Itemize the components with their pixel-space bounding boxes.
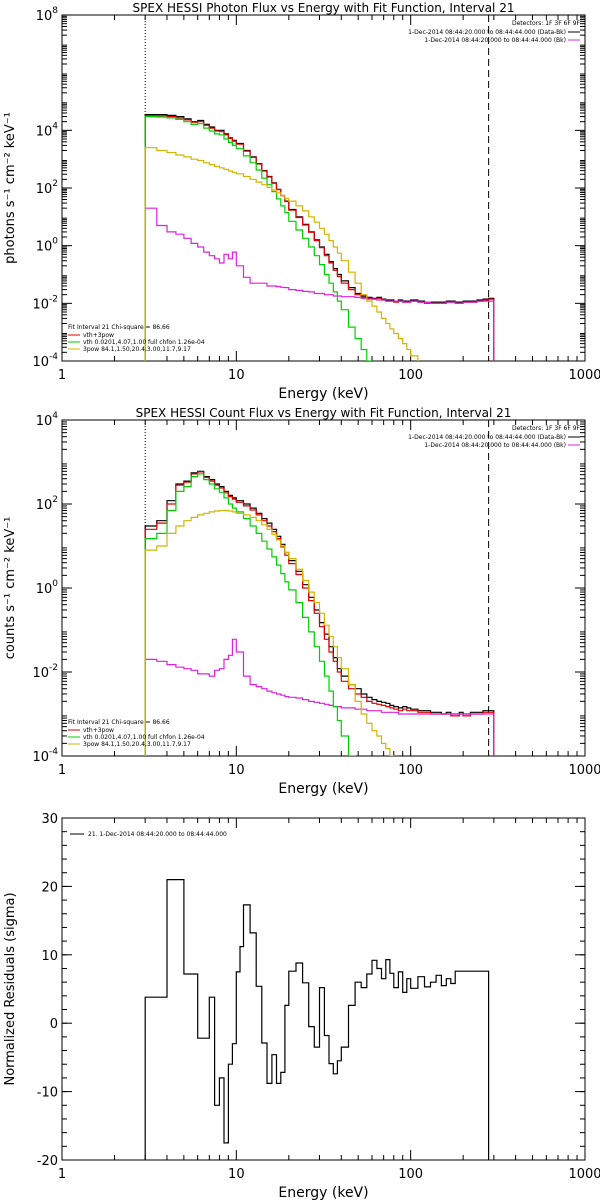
x-tick-label: 1000 [568, 1167, 600, 1182]
series-total [144, 115, 495, 361]
legend-header: Fit Interval 21 Chi-square = 86.66 [68, 324, 170, 331]
series-powerlaw [144, 509, 408, 756]
y-tick-label: 0 [50, 1017, 58, 1032]
legend-entry-label: 21. 1-Dec-2014 08:44:20.000 to 08:44:44.… [88, 831, 227, 838]
legend-bottom: Fit Interval 21 Chi-square = 86.66vth+3p… [68, 719, 205, 748]
chart-title: SPEX HESSI Photon Flux vs Energy with Fi… [133, 1, 515, 15]
y-tick-label: 104 [36, 121, 59, 139]
chart-1: SPEX HESSI Photon Flux vs Energy with Fi… [3, 1, 600, 402]
y-tick-label: 102 [36, 179, 58, 197]
legend-entry-label: vth+3pow [83, 727, 114, 734]
legend-entry-label: 3pow 84.1,1.50,20.4,3.00,11.7,9.17 [83, 741, 191, 748]
y-axis-label: photons s⁻¹ cm⁻² keV⁻¹ [3, 112, 18, 264]
legend-bottom: Fit Interval 21 Chi-square = 86.66vth+3p… [68, 324, 205, 353]
x-tick-label: 10 [228, 763, 245, 778]
y-tick-label: 100 [36, 579, 59, 597]
series-data [144, 114, 495, 361]
legend-entry-label: 3pow 84.1,1.50,20.4,3.00,11.7,9.17 [83, 346, 191, 353]
legend-entry-label: 1-Dec-2014 08:44:20.000 to 08:44:44.000 … [408, 434, 566, 441]
legend-entry-label: 1-Dec-2014 08:44:20.000 to 08:44:44.000 … [424, 442, 566, 449]
x-tick-label: 1 [58, 763, 66, 778]
legend-header: Detectors: 1F 3F 6F 9F [512, 20, 581, 27]
plot-frame [61, 419, 586, 757]
x-tick-label: 10 [228, 368, 245, 383]
legend-entry-label: vth 0.0201,4.07,1.00 full chfon 1.26e-04 [83, 339, 205, 346]
x-tick-label: 1 [58, 368, 66, 383]
series-total [144, 471, 495, 756]
x-axis-label: Energy (keV) [278, 386, 368, 402]
series-group [144, 879, 490, 1160]
legend-entry-label: vth 0.0201,4.07,1.00 full chfon 1.26e-04 [83, 734, 205, 741]
x-axis-label: Energy (keV) [278, 781, 368, 797]
series-residuals [144, 879, 490, 1160]
legend: 21. 1-Dec-2014 08:44:20.000 to 08:44:44.… [70, 831, 227, 838]
y-tick-label: 10 [41, 949, 58, 964]
legend-entry-label: 1-Dec-2014 08:44:20.000 to 08:44:44.000 … [408, 29, 566, 36]
y-tick-label: 20 [41, 880, 58, 895]
plot-frame [61, 14, 586, 362]
y-tick-label: 104 [36, 411, 59, 429]
series-group [144, 470, 495, 756]
x-axis-label: Energy (keV) [278, 1185, 368, 1200]
legend-header: Fit Interval 21 Chi-square = 86.66 [68, 719, 170, 726]
y-tick-label: 102 [36, 495, 58, 513]
chart-title: SPEX HESSI Count Flux vs Energy with Fit… [136, 406, 512, 420]
chart-3: 1 10 100 1000 Energy (keV) -20 -10 0 10 20 30 Norma… [3, 812, 600, 1200]
y-tick-label: 10-2 [32, 294, 58, 312]
y-tick-label: 100 [36, 237, 59, 255]
series-powerlaw [144, 147, 426, 361]
legend-top: Detectors: 1F 3F 6F 9F 1-Dec-2014 08:44:2… [408, 20, 580, 44]
y-tick-label: 10-4 [32, 352, 58, 370]
y-tick-label: 10-4 [32, 747, 58, 765]
y-tick-label: 10-2 [32, 663, 58, 681]
x-tick-label: 1000 [568, 763, 600, 778]
x-tick-label: 10 [228, 1167, 245, 1182]
y-tick-label: 108 [36, 6, 59, 24]
series-thermal [144, 116, 395, 361]
x-tick-label: 100 [398, 368, 423, 383]
y-axis-label: counts s⁻¹ cm⁻² keV⁻¹ [3, 517, 18, 660]
x-tick-label: 1 [58, 1167, 66, 1182]
y-tick-label: 30 [41, 812, 58, 827]
y-tick-label: -20 [37, 1154, 58, 1169]
series-bkg [144, 207, 495, 361]
x-tick-label: 1000 [568, 368, 600, 383]
series-thermal [144, 473, 387, 756]
chart-2: SPEX HESSI Count Flux vs Energy with Fit… [3, 406, 600, 797]
legend-header: Detectors: 1F 3F 6F 9F [512, 425, 581, 432]
legend-entry-label: 1-Dec-2014 08:44:20.000 to 08:44:44.000 … [424, 37, 566, 44]
legend-top: Detectors: 1F 3F 6F 9F 1-Dec-2014 08:44:2… [408, 425, 580, 449]
legend-entry-label: vth+3pow [83, 332, 114, 339]
series-group [144, 114, 495, 361]
y-tick-label: -10 [37, 1086, 58, 1101]
plot-frame [61, 817, 586, 1161]
x-tick-label: 100 [398, 1167, 423, 1182]
series-bkg [144, 638, 495, 756]
y-axis-label: Normalized Residuals (sigma) [3, 892, 18, 1085]
x-tick-label: 100 [398, 763, 423, 778]
